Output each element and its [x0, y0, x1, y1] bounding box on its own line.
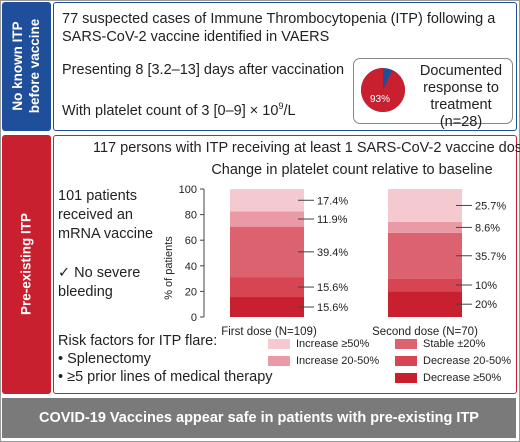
legend-swatch [395, 356, 417, 366]
data-label: 35.7% [475, 251, 506, 263]
data-label: 25.7% [475, 200, 506, 212]
legend-item-increase-50: Increase ≥50% [268, 338, 369, 350]
data-label: 8.6% [475, 222, 500, 234]
platelet-exponent: 9 [278, 101, 284, 111]
legend-swatch [268, 339, 290, 349]
bar-segment [388, 278, 462, 292]
data-label: 11.9% [317, 214, 348, 226]
legend-item-stable: Stable ±20% [395, 338, 485, 350]
conclusion-banner: COVID-19 Vaccines appear safe in patient… [2, 398, 516, 438]
risk-factor-item: • Splenectomy [58, 351, 151, 367]
response-text-line2: response to [423, 80, 499, 96]
legend-label: Decrease ≥50% [423, 372, 502, 384]
treatment-response-box [353, 58, 513, 124]
risk-factors-title: Risk factors for ITP flare: [58, 333, 218, 349]
legend-item-increase-20-50: Increase 20-50% [268, 355, 379, 367]
presentation-days: Presenting 8 [3.2–13] days after vaccina… [62, 62, 345, 78]
mrna-text-line3: mRNA vaccine [58, 226, 154, 242]
platelet-unit: /L [283, 102, 296, 119]
data-label: 10% [475, 280, 497, 292]
y-axis-label: % of patients [163, 236, 175, 300]
bar-segment [230, 277, 304, 298]
legend-label: Increase 20-50% [296, 355, 380, 367]
x-category-label: Second dose (N=70) [372, 326, 478, 338]
no-severe-bleeding-line2: bleeding [58, 284, 113, 300]
bar-segment [388, 232, 462, 279]
response-pie-label: 93% [370, 94, 391, 105]
data-label: 39.4% [317, 247, 348, 259]
data-label: 17.4% [317, 195, 348, 207]
y-tick-label: 0 [191, 312, 197, 324]
y-tick-label: 20 [185, 286, 197, 298]
response-pie-chart [361, 68, 405, 112]
bar-segment [230, 226, 304, 278]
bar-segment [230, 189, 304, 212]
pre-existing-itp-band: Pre-existing ITP [2, 135, 51, 394]
legend-label: Decrease 20-50% [423, 355, 512, 367]
no-severe-bleeding-line1: ✓ No severe [58, 265, 141, 281]
bar-segment [388, 189, 462, 222]
y-tick-label: 80 [185, 210, 197, 222]
legend-label: Stable ±20% [423, 338, 486, 350]
legend-swatch [395, 373, 417, 383]
pre-existing-itp-label: Pre-existing ITP [18, 212, 34, 316]
vaers-line-1: 77 suspected cases of Immune Thrombocyto… [62, 11, 496, 27]
risk-factor-item: • ≥5 prior lines of medical therapy [58, 369, 273, 385]
y-tick-label: 40 [185, 261, 197, 273]
side-label-line2: before vaccine [27, 18, 42, 114]
y-tick-label: 60 [185, 235, 197, 247]
vaers-line-2: SARS-CoV-2 vaccine identified in VAERS [62, 29, 330, 45]
no-known-itp-label: No known ITP before vaccine [9, 19, 43, 114]
response-text: Documented response to treatment (n=28) [411, 63, 511, 131]
no-known-itp-band: No known ITP before vaccine [2, 2, 51, 131]
pre-existing-itp-box [53, 135, 517, 394]
y-tick-label: 100 [179, 184, 197, 196]
x-category-label: First dose (N=109) [221, 326, 317, 338]
response-text-line1: Documented [419, 63, 503, 79]
response-text-line3: treatment (n=28) [430, 97, 492, 130]
side-label-line1: No known ITP [10, 21, 25, 111]
mrna-text-line1: 101 patients [58, 188, 138, 204]
platelet-count-line: With platelet count of 3 [0–9] × 109/L [62, 98, 296, 120]
data-label: 15.6% [317, 302, 348, 314]
pie-slice-responded [361, 68, 405, 112]
mrna-text-line2: received an [58, 207, 133, 223]
platelet-count-text: With platelet count of 3 [0–9] × 10 [62, 102, 279, 119]
data-label: 15.6% [317, 282, 348, 294]
legend-swatch [268, 356, 290, 366]
bar-segment [230, 211, 304, 227]
platelet-change-chart: Change in platelet count relative to bas… [163, 162, 506, 338]
bar-segment [230, 297, 304, 317]
vaers-findings-box [53, 2, 517, 131]
legend-label: Increase ≥50% [296, 338, 370, 350]
legend-item-decrease-20-50: Decrease 20-50% [395, 355, 511, 367]
cohort-title: 117 persons with ITP receiving at least … [93, 140, 520, 156]
data-label: 20% [475, 299, 497, 311]
legend-swatch [395, 339, 417, 349]
legend-item-decrease-50: Decrease ≥50% [395, 372, 501, 384]
chart-title: Change in platelet count relative to bas… [211, 162, 492, 178]
bar-segment [388, 221, 462, 233]
bar-segment [388, 291, 462, 317]
